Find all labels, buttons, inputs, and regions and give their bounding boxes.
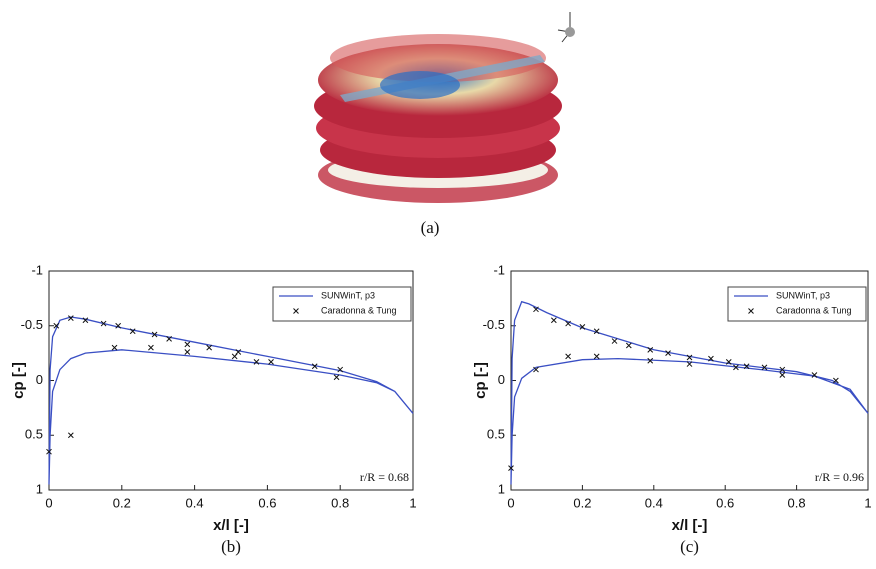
data-point [551,318,556,323]
data-line [511,302,868,485]
x-tick-label: 0 [507,495,514,510]
y-tick-label: -0.5 [483,317,505,332]
x-tick-label: 0.4 [186,495,204,510]
y-tick-label: 0 [36,372,43,387]
y-tick-label: -0.5 [21,317,43,332]
data-point [148,345,153,350]
data-line [49,317,413,485]
data-point [566,354,571,359]
legend-label: Caradonna & Tung [321,305,397,315]
data-point [185,342,190,347]
data-point [780,373,785,378]
y-tick-label: -1 [31,262,43,277]
data-point [185,350,190,355]
x-axis-label: x/l [-] [672,517,708,534]
figure: (a) 0 0.2 0.4 0.6 0.8 1 -1 -0.5 0 0.5 1 x/l [-] cp [… [0,0,876,569]
y-tick-label: 0 [498,372,505,387]
caption: (c) [680,537,699,556]
rotor-wake-image [314,12,575,203]
data-point [112,345,117,350]
x-axis-label: x/l [-] [213,517,249,534]
y-axis-label: cp [-] [10,362,27,399]
data-point [594,354,599,359]
x-tick-label: 0.2 [573,495,591,510]
data-point [334,375,339,380]
y-tick-label: 0.5 [25,427,43,442]
y-tick-label: 0.5 [487,427,505,442]
x-tick-label: 0.4 [645,495,663,510]
data-point [626,343,631,348]
x-tick-label: 0.8 [331,495,349,510]
x-tick-label: 0 [45,495,52,510]
x-tick-label: 0.6 [258,495,276,510]
data-point [207,345,212,350]
page: {"figure_a": {"caption": "(a)"}, "chart_… [0,0,876,569]
x-tick-label: 0.8 [788,495,806,510]
annotation: r/R = 0.96 [815,470,864,484]
y-tick-label: 1 [498,481,505,496]
data-point [612,339,617,344]
y-axis-label: cp [-] [472,362,489,399]
y-tick-label: 1 [36,481,43,496]
x-tick-label: 0.2 [113,495,131,510]
y-tick-label: -1 [493,262,505,277]
data-point [254,359,259,364]
caption: (b) [221,537,241,556]
data-point [232,354,237,359]
legend-label: SUNWinT, p3 [776,290,830,300]
x-tick-label: 0.6 [716,495,734,510]
legend-label: Caradonna & Tung [776,305,852,315]
annotation: r/R = 0.68 [360,470,409,484]
data-point [338,367,343,372]
data-point [269,359,274,364]
data-point [68,433,73,438]
caption: (a) [421,218,440,237]
x-tick-label: 1 [864,495,871,510]
legend-label: SUNWinT, p3 [321,290,375,300]
x-tick-label: 1 [409,495,416,510]
